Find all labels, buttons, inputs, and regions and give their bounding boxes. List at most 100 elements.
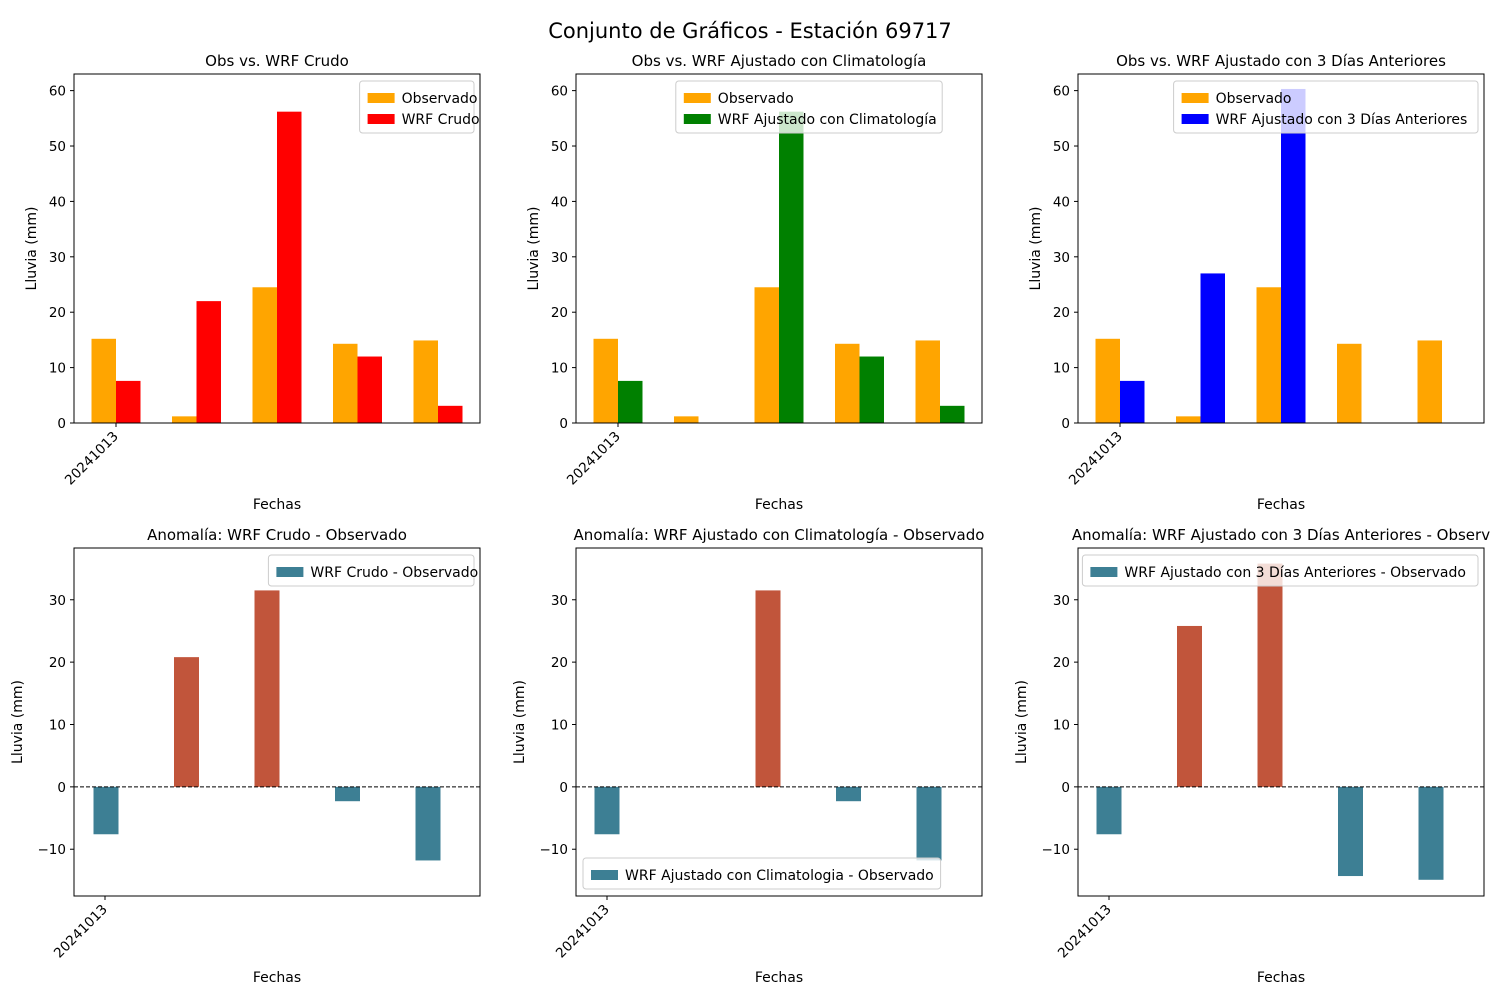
y-axis-label: Lluvia (mm): [10, 680, 26, 764]
y-tick-label: 30: [551, 593, 568, 609]
x-axis-label: Fechas: [253, 497, 301, 513]
bar-observado-4: [1337, 343, 1362, 423]
y-tick-label: 60: [49, 84, 66, 100]
legend-label: WRF Ajustado con Climatologia - Observad…: [625, 868, 934, 884]
x-tick-label: 20241013: [564, 429, 624, 489]
axes-frame: [575, 73, 983, 424]
bar-anomaly-4: [1338, 786, 1363, 877]
y-tick-label: 30: [49, 250, 66, 266]
bar-wrf-3: [1281, 88, 1306, 423]
legend: Observado WRF Ajustado con 3 Días Anterio…: [1173, 80, 1479, 134]
bar-anomaly-3: [254, 590, 280, 787]
legend-box: [582, 857, 942, 890]
bar-wrf-5: [940, 405, 965, 423]
bar-observado-2: [172, 416, 197, 423]
axes-frame: [1077, 73, 1485, 424]
y-tick-label: 50: [551, 139, 568, 155]
bar-wrf-5: [438, 405, 463, 423]
y-tick-label: 40: [49, 194, 66, 210]
legend-label: WRF Ajustado con 3 Días Anteriores: [1216, 112, 1468, 128]
subplot-5: Anomalía: WRF Ajustado con Climatología …: [512, 526, 984, 986]
x-axis-label: Fechas: [1257, 970, 1305, 986]
y-tick-label: 60: [551, 84, 568, 100]
bar-wrf-3: [277, 111, 302, 424]
legend-box: [1081, 554, 1479, 587]
legend-label: Observado: [718, 91, 794, 107]
axes-frame: [73, 73, 481, 424]
y-tick-label: 0: [57, 780, 66, 796]
legend-swatch: [276, 567, 304, 577]
x-tick-label: 20241013: [553, 902, 613, 962]
y-axis-label: Lluvia (mm): [526, 207, 542, 291]
y-tick-label: 20: [551, 655, 568, 671]
bar-wrf-3: [779, 111, 804, 424]
legend-label: Observado: [402, 91, 478, 107]
y-tick-label: 20: [49, 305, 66, 321]
legend-label: WRF Crudo - Observado: [310, 565, 478, 581]
bar-wrf-4: [859, 356, 884, 423]
subplot-6: Anomalía: WRF Ajustado con 3 Días Anteri…: [1014, 526, 1490, 986]
y-tick-label: 20: [49, 655, 66, 671]
bar-wrf-1: [618, 380, 643, 423]
bar-wrf-1: [1120, 380, 1145, 423]
bar-observado-1: [593, 338, 618, 423]
bar-wrf-4: [357, 356, 382, 423]
bar-anomaly-1: [1096, 786, 1122, 835]
bar-anomaly-5: [415, 786, 441, 861]
y-tick-label: 10: [1053, 717, 1070, 733]
subplot-title: Anomalía: WRF Ajustado con Climatología …: [574, 526, 985, 544]
subplot-2: Obs vs. WRF Ajustado con Climatología 0 10…: [526, 52, 983, 513]
x-tick-label: 20241013: [1066, 429, 1126, 489]
legend: WRF Ajustado con 3 Días Anteriores - Obs…: [1081, 554, 1479, 587]
subplot-1: Obs vs. WRF Crudo 0 10 20 30 40 50 60 20241013 Fe…: [24, 52, 481, 513]
subplot-title: Anomalía: WRF Ajustado con 3 Días Anteri…: [1072, 526, 1490, 544]
y-tick-label: 20: [551, 305, 568, 321]
bar-observado-3: [754, 287, 779, 423]
x-tick-label: 20241013: [51, 902, 111, 962]
axes-frame: [1077, 547, 1485, 897]
bar-observado-3: [252, 287, 277, 423]
bar-wrf-2: [1200, 273, 1225, 423]
x-tick-label: 20241013: [1055, 902, 1115, 962]
legend: WRF Crudo - Observado: [267, 554, 478, 587]
y-tick-label: 0: [1061, 416, 1070, 432]
legend-swatch: [1181, 93, 1209, 103]
legend-box: [1173, 80, 1479, 134]
y-tick-label: 10: [49, 361, 66, 377]
y-tick-label: −10: [38, 842, 67, 858]
bar-anomaly-5: [916, 786, 942, 861]
y-tick-label: 0: [1061, 780, 1070, 796]
bar-anomaly-2: [1177, 625, 1202, 787]
subplot-3: Obs vs. WRF Ajustado con 3 Días Anterior…: [1028, 52, 1485, 513]
bar-anomaly-3: [1257, 563, 1283, 787]
y-tick-label: 10: [1053, 361, 1070, 377]
legend: Observado WRF Ajustado con Climatología: [675, 80, 943, 134]
y-tick-label: −10: [1042, 842, 1071, 858]
legend-swatch: [367, 93, 395, 103]
bar-anomaly-1: [594, 786, 620, 835]
y-tick-label: 20: [1053, 655, 1070, 671]
y-tick-label: 10: [551, 361, 568, 377]
subplot-title: Anomalía: WRF Crudo - Observado: [147, 526, 407, 544]
x-axis-label: Fechas: [1257, 497, 1305, 513]
legend-swatch: [1090, 567, 1118, 577]
subplot-title: Obs vs. WRF Ajustado con Climatología: [632, 52, 927, 70]
x-tick-label: 20241013: [62, 429, 122, 489]
subplot-4: Anomalía: WRF Crudo - Observado −10 0 10 20 3…: [10, 526, 481, 986]
bar-observado-2: [1176, 416, 1201, 423]
legend-label: WRF Ajustado con 3 Días Anteriores - Obs…: [1124, 565, 1466, 581]
y-tick-label: 10: [49, 717, 66, 733]
legend-swatch: [591, 870, 618, 880]
legend-swatch: [367, 114, 395, 124]
y-tick-label: 50: [1053, 139, 1070, 155]
legend-label: WRF Ajustado con Climatología: [718, 112, 937, 128]
legend-label: Observado: [1216, 91, 1292, 107]
y-axis-label: Lluvia (mm): [1028, 207, 1044, 291]
y-tick-label: 20: [1053, 305, 1070, 321]
y-tick-label: 30: [1053, 593, 1070, 609]
y-tick-label: 0: [559, 416, 568, 432]
axes-frame: [575, 547, 983, 897]
bar-anomaly-5: [1418, 786, 1444, 880]
bar-observado-4: [333, 343, 358, 423]
